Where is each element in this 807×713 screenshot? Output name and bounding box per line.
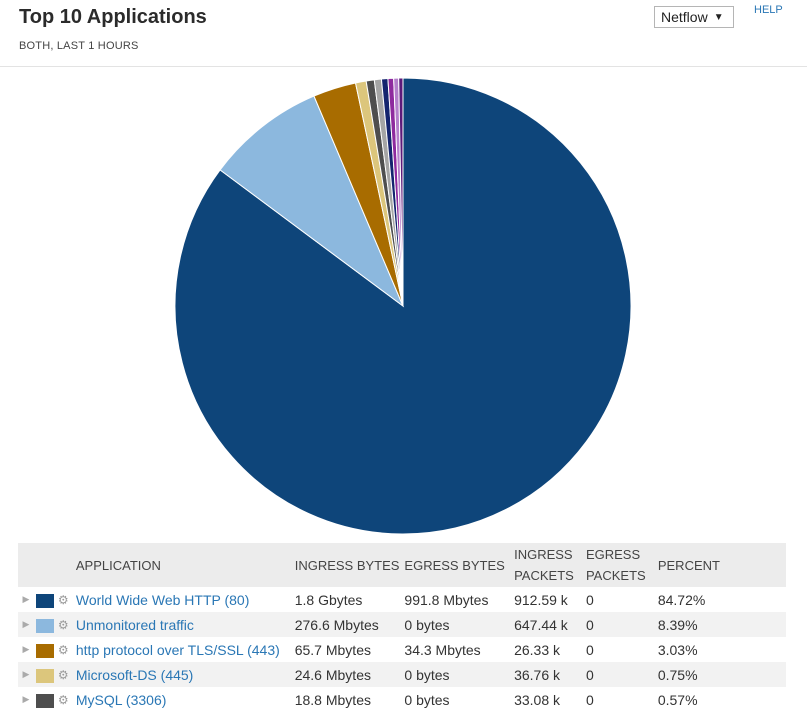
applications-table-wrap: APPLICATION INGRESS BYTES EGRESS BYTES I… bbox=[18, 543, 786, 712]
ingress-bytes-cell: 65.7 Mbytes bbox=[294, 641, 371, 658]
ingress-packets-cell: 33.08 k bbox=[514, 691, 561, 708]
column-header[interactable]: EGRESS BYTES bbox=[402, 543, 513, 587]
expand-arrow-icon[interactable]: ▶ bbox=[22, 694, 30, 704]
chevron-down-icon: ▼ bbox=[713, 11, 724, 23]
pie-chart bbox=[174, 77, 632, 535]
widget-subtitle: BOTH, LAST 1 HOURS bbox=[19, 40, 139, 52]
application-link[interactable]: Unmonitored traffic bbox=[75, 616, 194, 633]
expand-arrow-icon[interactable]: ▶ bbox=[22, 594, 30, 604]
widget-title: Top 10 Applications bbox=[19, 6, 207, 28]
expand-arrow-icon[interactable]: ▶ bbox=[22, 644, 30, 654]
percent-cell: 0.57% bbox=[657, 691, 698, 708]
column-header[interactable]: PERCENT bbox=[655, 543, 786, 587]
source-select[interactable]: Netflow ▼ bbox=[654, 6, 734, 28]
source-select-value: Netflow bbox=[661, 9, 708, 25]
egress-packets-cell: 0 bbox=[585, 616, 594, 633]
application-link[interactable]: MySQL (3306) bbox=[75, 691, 167, 708]
table-body: ▶ ⚙ World Wide Web HTTP (80) 1.8 Gbytes 991.… bbox=[18, 587, 786, 712]
table-header-row: APPLICATION INGRESS BYTES EGRESS BYTES I… bbox=[18, 543, 786, 587]
pie-slice-1[interactable] bbox=[219, 95, 405, 308]
ingress-packets-cell: 912.59 k bbox=[514, 591, 568, 608]
column-header[interactable]: EGRESS PACKETS bbox=[583, 543, 656, 587]
applications-table: APPLICATION INGRESS BYTES EGRESS BYTES I… bbox=[18, 543, 786, 712]
egress-packets-cell: 0 bbox=[585, 591, 594, 608]
help-link[interactable]: HELP bbox=[754, 4, 783, 16]
percent-cell: 0.75% bbox=[657, 666, 698, 683]
egress-packets-cell: 0 bbox=[585, 666, 594, 683]
gear-icon[interactable]: ⚙ bbox=[57, 592, 69, 607]
pie-slice-9[interactable] bbox=[398, 77, 404, 307]
application-link[interactable]: World Wide Web HTTP (80) bbox=[75, 591, 250, 608]
egress-bytes-cell: 991.8 Mbytes bbox=[404, 591, 489, 608]
column-header[interactable]: APPLICATION bbox=[73, 543, 293, 587]
color-swatch bbox=[35, 618, 54, 633]
table-row[interactable]: ▶ ⚙ World Wide Web HTTP (80) 1.8 Gbytes 991.… bbox=[18, 587, 786, 612]
color-swatch bbox=[35, 643, 54, 658]
egress-bytes-cell: 0 bytes bbox=[404, 666, 450, 683]
widget-header: Top 10 Applications BOTH, LAST 1 HOURS N… bbox=[0, 0, 807, 67]
egress-bytes-cell: 0 bytes bbox=[404, 691, 450, 708]
application-link[interactable]: http protocol over TLS/SSL (443) bbox=[75, 641, 280, 658]
color-swatch bbox=[35, 668, 54, 683]
percent-cell: 3.03% bbox=[657, 641, 698, 658]
pie-chart-area bbox=[0, 67, 807, 542]
egress-packets-cell: 0 bbox=[585, 691, 594, 708]
table-row[interactable]: ▶ ⚙ Microsoft-DS (445) 24.6 Mbytes 0 bytes 36… bbox=[18, 662, 786, 687]
column-header[interactable]: INGRESS BYTES bbox=[292, 543, 403, 587]
gear-icon[interactable]: ⚙ bbox=[57, 667, 69, 682]
expand-arrow-icon[interactable]: ▶ bbox=[22, 669, 30, 679]
application-link[interactable]: Microsoft-DS (445) bbox=[75, 666, 194, 683]
percent-cell: 8.39% bbox=[657, 616, 698, 633]
ingress-packets-cell: 36.76 k bbox=[514, 666, 561, 683]
color-swatch bbox=[35, 693, 54, 708]
gear-icon[interactable]: ⚙ bbox=[57, 692, 69, 707]
ingress-bytes-cell: 18.8 Mbytes bbox=[294, 691, 371, 708]
ingress-packets-cell: 26.33 k bbox=[514, 641, 561, 658]
expand-arrow-icon[interactable]: ▶ bbox=[22, 619, 30, 629]
gear-icon[interactable]: ⚙ bbox=[57, 642, 69, 657]
ingress-bytes-cell: 276.6 Mbytes bbox=[294, 616, 379, 633]
table-row[interactable]: ▶ ⚙ MySQL (3306) 18.8 Mbytes 0 bytes 33.08 k 0… bbox=[18, 687, 786, 712]
egress-bytes-cell: 0 bytes bbox=[404, 616, 450, 633]
percent-cell: 84.72% bbox=[657, 591, 706, 608]
gear-icon[interactable]: ⚙ bbox=[57, 617, 69, 632]
egress-packets-cell: 0 bbox=[585, 641, 594, 658]
color-swatch bbox=[35, 593, 54, 608]
ingress-bytes-cell: 24.6 Mbytes bbox=[294, 666, 371, 683]
egress-bytes-cell: 34.3 Mbytes bbox=[404, 641, 481, 658]
column-header[interactable]: INGRESS PACKETS bbox=[512, 543, 584, 587]
ingress-bytes-cell: 1.8 Gbytes bbox=[294, 591, 363, 608]
table-row[interactable]: ▶ ⚙ http protocol over TLS/SSL (443) 65.7 M… bbox=[18, 637, 786, 662]
table-row[interactable]: ▶ ⚙ Unmonitored traffic 276.6 Mbytes 0 bytes… bbox=[18, 612, 786, 637]
ingress-packets-cell: 647.44 k bbox=[514, 616, 568, 633]
